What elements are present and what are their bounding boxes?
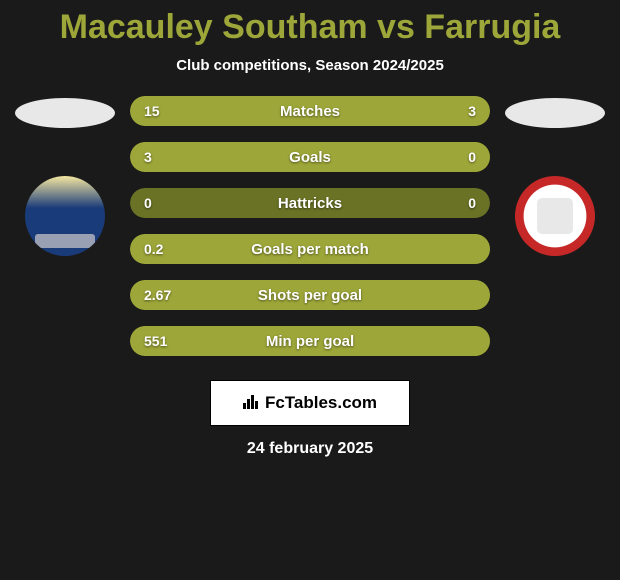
stat-bar: 0 Hattricks 0 [130, 188, 490, 218]
club-crest-right [515, 176, 595, 256]
stat-bar: 3 Goals 0 [130, 142, 490, 172]
player-silhouette-right [505, 98, 605, 128]
stat-value-left: 0.2 [144, 241, 163, 257]
stat-value-left: 0 [144, 195, 152, 211]
stat-label: Matches [280, 103, 340, 120]
chart-icon [243, 393, 261, 414]
stat-value-right: 0 [468, 149, 476, 165]
player-right-col [500, 94, 610, 256]
stat-bar: 551 Min per goal [130, 326, 490, 356]
stat-value-left: 15 [144, 103, 160, 119]
stat-value-left: 3 [144, 149, 152, 165]
stat-value-left: 551 [144, 333, 167, 349]
brand-text: FcTables.com [265, 393, 377, 413]
stat-label: Shots per goal [258, 287, 362, 304]
stat-value-right: 3 [468, 103, 476, 119]
stats-area: 15 Matches 3 3 Goals 0 0 Hattricks 0 0.2 Goals per… [0, 94, 620, 356]
club-crest-left [25, 176, 105, 256]
stat-bar: 15 Matches 3 [130, 96, 490, 126]
subtitle: Club competitions, Season 2024/2025 [176, 57, 444, 74]
stat-value-right: 0 [468, 195, 476, 211]
player-silhouette-left [15, 98, 115, 128]
player-left-col [10, 94, 120, 256]
date-label: 24 february 2025 [247, 440, 373, 458]
stat-bars: 15 Matches 3 3 Goals 0 0 Hattricks 0 0.2 Goals per… [130, 96, 490, 356]
stat-value-left: 2.67 [144, 287, 171, 303]
stat-bar: 0.2 Goals per match [130, 234, 490, 264]
brand-box[interactable]: FcTables.com [210, 380, 410, 426]
stat-label: Hattricks [278, 195, 342, 212]
stat-label: Min per goal [266, 333, 354, 350]
stat-bar: 2.67 Shots per goal [130, 280, 490, 310]
stat-label: Goals per match [251, 241, 369, 258]
stat-label: Goals [289, 149, 331, 166]
comparison-card: Macauley Southam vs Farrugia Club compet… [0, 0, 620, 580]
page-title: Macauley Southam vs Farrugia [60, 8, 561, 47]
